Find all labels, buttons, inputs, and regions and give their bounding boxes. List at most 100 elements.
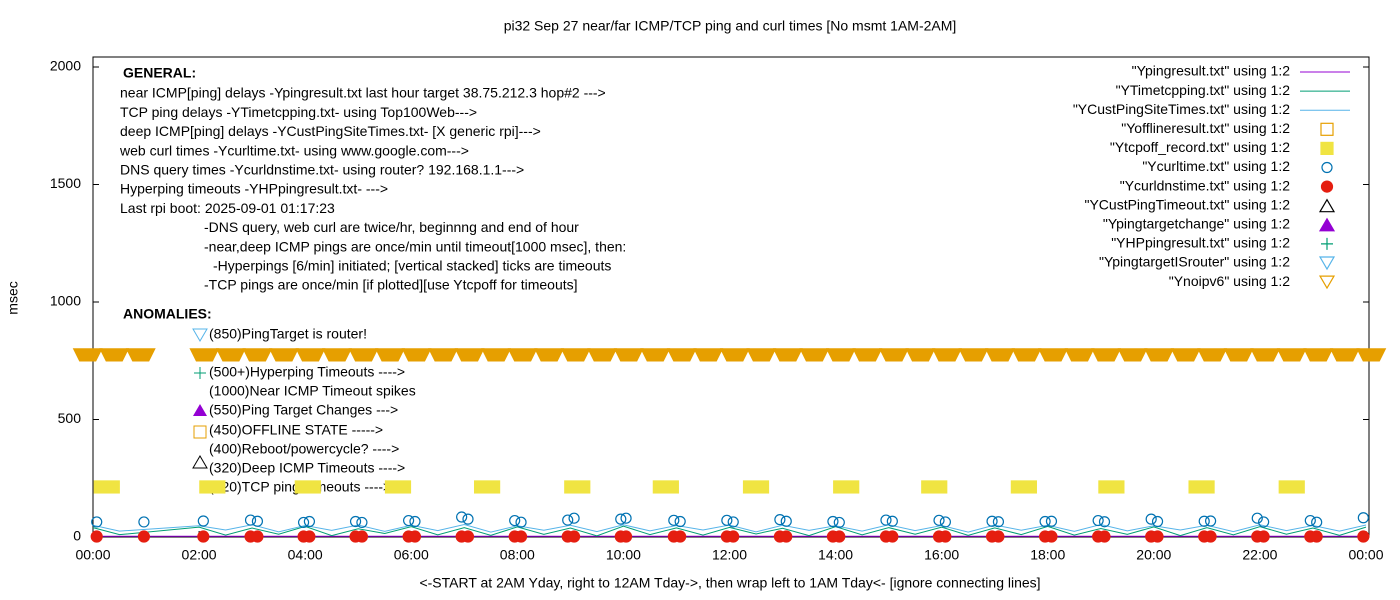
marker: [507, 348, 538, 362]
marker: [1170, 348, 1201, 362]
marker: [461, 530, 475, 543]
marker: [90, 530, 103, 543]
marker: [1304, 514, 1316, 527]
marker: [1251, 512, 1263, 524]
marker: [1329, 348, 1360, 362]
marker: [401, 348, 432, 362]
marker: [197, 530, 210, 543]
annotation-line: -near,deep ICMP pings are once/min until…: [204, 238, 626, 254]
annotation-line: deep ICMP[ping] delays -YCustPingSiteTim…: [120, 123, 541, 139]
marker: [138, 516, 150, 528]
marker: [509, 514, 521, 527]
x-tick-label: 10:00: [606, 547, 641, 563]
legend-swatch: [1318, 275, 1336, 290]
annotation-line: Last rpi boot: 2025-09-01 01:17:23: [120, 200, 335, 216]
marker: [921, 480, 948, 494]
annotation-line: TCP ping delays -YTimetcpping.txt- using…: [120, 104, 477, 120]
annotation-line: (500+)Hyperping Timeouts ---->: [209, 364, 405, 380]
marker: [322, 348, 352, 362]
marker: [1278, 480, 1305, 494]
marker: [833, 480, 860, 494]
series-points: [93, 480, 1305, 494]
marker: [355, 530, 369, 543]
marker: [1064, 348, 1095, 362]
marker: [746, 348, 777, 362]
marker: [454, 348, 485, 362]
marker: [268, 348, 299, 362]
legend-label: "YHPpingresult.txt" using 1:2: [1111, 235, 1290, 251]
marker: [827, 515, 839, 528]
marker: [1198, 515, 1210, 527]
marker: [1223, 348, 1254, 362]
marker: [515, 516, 527, 528]
marker: [125, 348, 156, 362]
marker: [1188, 480, 1215, 494]
marker: [1357, 512, 1369, 524]
marker: [674, 530, 687, 543]
annotation-line: (450)OFFLINE STATE ----->: [209, 422, 383, 438]
marker: [852, 348, 883, 362]
marker: [825, 348, 856, 362]
x-tick-label: 00:00: [1348, 547, 1383, 563]
marker: [1357, 530, 1370, 543]
legend-label: "YTimetcpping.txt" using 1:2: [1116, 82, 1291, 98]
x-tick-label: 14:00: [818, 547, 853, 563]
marker: [349, 515, 362, 528]
marker: [774, 514, 786, 526]
marker: [666, 348, 697, 362]
annotation-line: Hyperping timeouts -YHPpingresult.txt- -…: [120, 181, 388, 197]
marker: [1250, 348, 1281, 362]
marker: [615, 513, 627, 525]
marker: [652, 480, 679, 494]
marker: [375, 348, 406, 362]
legend-label: "YpingtargetISrouter" using 1:2: [1099, 254, 1290, 270]
x-tick-label: 20:00: [1136, 547, 1171, 563]
marker: [560, 348, 591, 362]
series-points: [90, 530, 1370, 543]
annotation-line: (320)Deep ICMP Timeouts ---->: [209, 460, 405, 476]
marker: [197, 515, 209, 527]
marker: [91, 516, 103, 528]
marker: [562, 514, 574, 526]
icon: [193, 404, 207, 416]
x-tick-label: 18:00: [1030, 547, 1065, 563]
icon: [192, 328, 208, 342]
marker: [137, 530, 151, 543]
legend-label: "YCustPingTimeout.txt" using 1:2: [1084, 196, 1290, 212]
marker: [99, 348, 130, 362]
marker: [985, 348, 1015, 362]
marker: [402, 514, 415, 527]
marker: [481, 348, 512, 362]
marker: [1098, 530, 1111, 543]
marker: [933, 514, 945, 526]
marker: [199, 480, 226, 494]
marker: [568, 512, 580, 524]
legend-label: "Ycurldnstime.txt" using 1:2: [1120, 177, 1290, 193]
marker: [514, 530, 528, 543]
x-tick-label: 06:00: [394, 547, 429, 563]
marker: [1098, 480, 1125, 494]
marker: [72, 348, 103, 362]
marker: [886, 515, 898, 527]
annotation-line: near ICMP[ping] delays -Ypingresult.txt …: [120, 85, 606, 101]
marker: [1197, 348, 1228, 362]
legend-swatch: [1318, 198, 1336, 213]
marker: [727, 530, 740, 543]
marker: [619, 530, 633, 543]
marker: [251, 515, 264, 527]
marker: [1039, 515, 1051, 528]
marker: [640, 348, 671, 362]
annotation-line: web curl times -Ycurltime.txt- using www…: [119, 142, 469, 158]
data-line: [92, 524, 1367, 533]
y-tick-label: 0: [73, 528, 81, 544]
marker: [613, 348, 644, 362]
marker: [780, 530, 793, 543]
legend-label: "Ypingresult.txt" using 1:2: [1132, 63, 1291, 79]
marker: [620, 512, 632, 524]
marker: [567, 530, 581, 543]
marker: [1276, 348, 1307, 362]
marker: [242, 348, 273, 362]
series-points: [72, 348, 1387, 362]
marker: [1151, 530, 1164, 543]
marker: [244, 514, 257, 526]
